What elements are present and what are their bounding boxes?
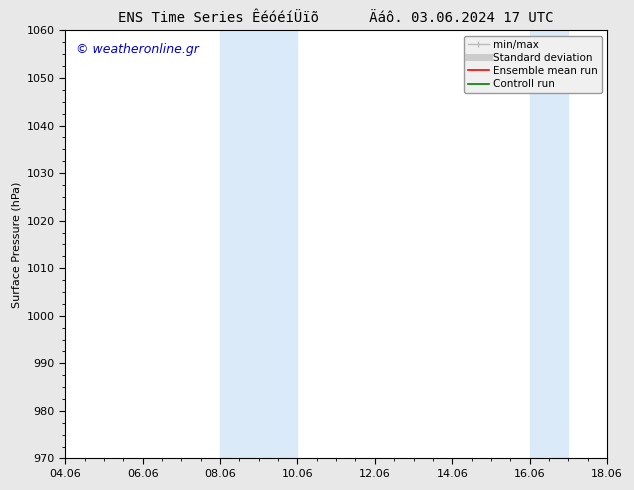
Title: ENS Time Series ÊéóéíÜïõ      Äáô. 03.06.2024 17 UTC: ENS Time Series ÊéóéíÜïõ Äáô. 03.06.2024… <box>119 11 554 25</box>
Bar <box>220 30 297 459</box>
Legend: min/max, Standard deviation, Ensemble mean run, Controll run: min/max, Standard deviation, Ensemble me… <box>463 36 602 94</box>
Bar <box>529 30 568 459</box>
Text: © weatheronline.gr: © weatheronline.gr <box>76 43 199 56</box>
Y-axis label: Surface Pressure (hPa): Surface Pressure (hPa) <box>11 181 21 308</box>
